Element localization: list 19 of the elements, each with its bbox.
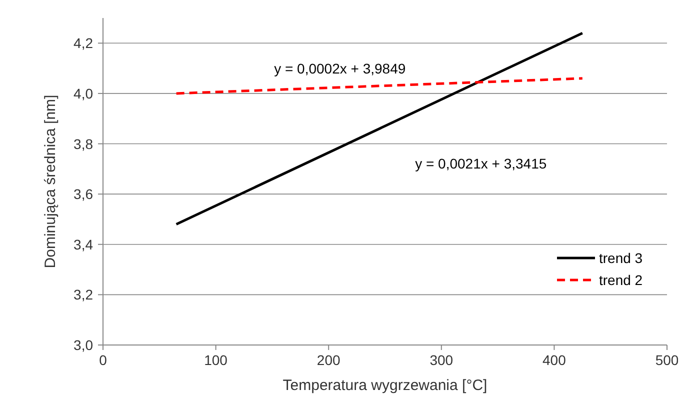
annotation: y = 0,0002x + 3,9849	[274, 60, 406, 77]
x-tick-label: 500	[655, 352, 679, 368]
y-tick-label: 3,6	[74, 186, 94, 202]
legend-label: trend 2	[599, 272, 643, 288]
legend-label: trend 3	[599, 250, 643, 266]
y-tick-label: 4,0	[74, 85, 94, 102]
x-axis-title: Temperatura wygrzewania [°C]	[282, 377, 488, 394]
x-tick-label: 400	[542, 352, 566, 368]
y-tick-label: 3,8	[74, 136, 94, 152]
y-tick-label: 3,0	[74, 337, 94, 353]
x-tick-label: 200	[316, 352, 340, 368]
annotation: y = 0,0021x + 3,3415	[415, 155, 547, 172]
x-tick-label: 0	[99, 352, 108, 368]
x-tick-label: 300	[430, 352, 454, 368]
y-tick-label: 3,2	[74, 286, 94, 303]
y-axis-title: Dominująca średnica [nm]	[42, 94, 59, 268]
x-tick-label: 100	[204, 352, 228, 368]
y-tick-label: 4,2	[74, 35, 94, 52]
y-tick-label: 3,4	[74, 236, 94, 252]
